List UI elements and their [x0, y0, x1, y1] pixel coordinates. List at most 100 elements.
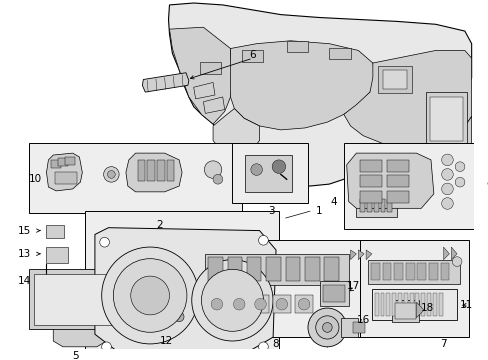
Bar [242, 50, 263, 62]
Bar [371, 289, 456, 320]
Circle shape [107, 353, 115, 360]
Bar [51, 160, 61, 168]
Bar [417, 262, 425, 280]
Bar [386, 293, 389, 316]
Circle shape [107, 171, 115, 178]
Bar [46, 247, 68, 262]
Circle shape [154, 353, 162, 360]
Polygon shape [350, 250, 356, 260]
Circle shape [258, 235, 268, 245]
Text: 1: 1 [316, 206, 322, 216]
Circle shape [322, 323, 331, 332]
Bar [403, 293, 407, 316]
Bar [205, 254, 348, 285]
Bar [55, 172, 76, 184]
Circle shape [142, 353, 150, 360]
Text: 11: 11 [459, 300, 472, 310]
Bar [208, 296, 225, 313]
Circle shape [298, 298, 309, 310]
Text: 3: 3 [267, 206, 274, 216]
Circle shape [130, 276, 169, 315]
Polygon shape [346, 153, 433, 208]
Bar [340, 318, 358, 337]
Bar [438, 293, 442, 316]
Bar [366, 199, 371, 212]
Polygon shape [416, 302, 423, 318]
Bar [391, 300, 419, 321]
Polygon shape [228, 41, 375, 130]
Bar [397, 293, 401, 316]
Text: 18: 18 [421, 303, 434, 313]
Circle shape [100, 237, 109, 247]
Bar [386, 191, 408, 203]
Bar [251, 296, 269, 313]
Circle shape [441, 154, 452, 166]
Text: 4: 4 [330, 197, 337, 207]
Circle shape [204, 161, 222, 178]
Bar [426, 293, 430, 316]
Text: 6: 6 [249, 50, 256, 60]
Bar [360, 160, 381, 171]
Bar [34, 274, 125, 324]
Circle shape [441, 183, 452, 195]
Bar [409, 293, 413, 316]
Bar [380, 293, 384, 316]
Bar [305, 257, 319, 281]
Circle shape [454, 162, 464, 171]
Bar [356, 196, 396, 217]
Bar [432, 293, 436, 316]
Bar [360, 191, 381, 203]
Bar [208, 257, 223, 281]
Circle shape [113, 259, 186, 332]
Bar [244, 155, 291, 192]
Polygon shape [450, 247, 456, 260]
Circle shape [213, 175, 223, 184]
Bar [380, 199, 385, 212]
Polygon shape [443, 247, 448, 260]
Circle shape [130, 353, 138, 360]
Text: 16: 16 [356, 315, 369, 325]
Bar [373, 199, 378, 212]
Circle shape [191, 260, 273, 341]
Bar [377, 66, 411, 93]
Polygon shape [168, 3, 471, 186]
Text: 12: 12 [160, 336, 173, 346]
Bar [367, 260, 459, 284]
Bar [440, 262, 448, 280]
Circle shape [211, 298, 223, 310]
Bar [382, 70, 406, 89]
Bar [65, 157, 75, 165]
Bar [285, 257, 300, 281]
Text: 5: 5 [72, 351, 79, 360]
Polygon shape [358, 250, 364, 260]
Circle shape [272, 160, 285, 174]
Polygon shape [46, 153, 82, 191]
Circle shape [315, 316, 338, 339]
Polygon shape [95, 228, 275, 356]
Text: 9: 9 [485, 181, 488, 191]
Bar [246, 257, 261, 281]
Text: 10: 10 [29, 174, 42, 184]
Bar [157, 160, 164, 181]
Bar [374, 293, 378, 316]
Bar [386, 175, 408, 187]
Circle shape [233, 298, 244, 310]
Bar [58, 158, 68, 166]
Circle shape [258, 342, 268, 352]
Text: 7: 7 [439, 339, 446, 349]
Bar [143, 298, 193, 335]
Bar [324, 257, 338, 281]
Bar [230, 296, 247, 313]
Text: 15: 15 [18, 226, 31, 235]
Circle shape [151, 311, 163, 323]
Bar [343, 143, 480, 229]
Circle shape [102, 247, 198, 344]
Polygon shape [142, 73, 188, 92]
Bar [286, 41, 307, 53]
Bar [266, 257, 280, 281]
Bar [415, 293, 419, 316]
Circle shape [102, 342, 111, 352]
Circle shape [451, 257, 461, 266]
Bar [425, 92, 466, 145]
Bar [428, 262, 437, 280]
